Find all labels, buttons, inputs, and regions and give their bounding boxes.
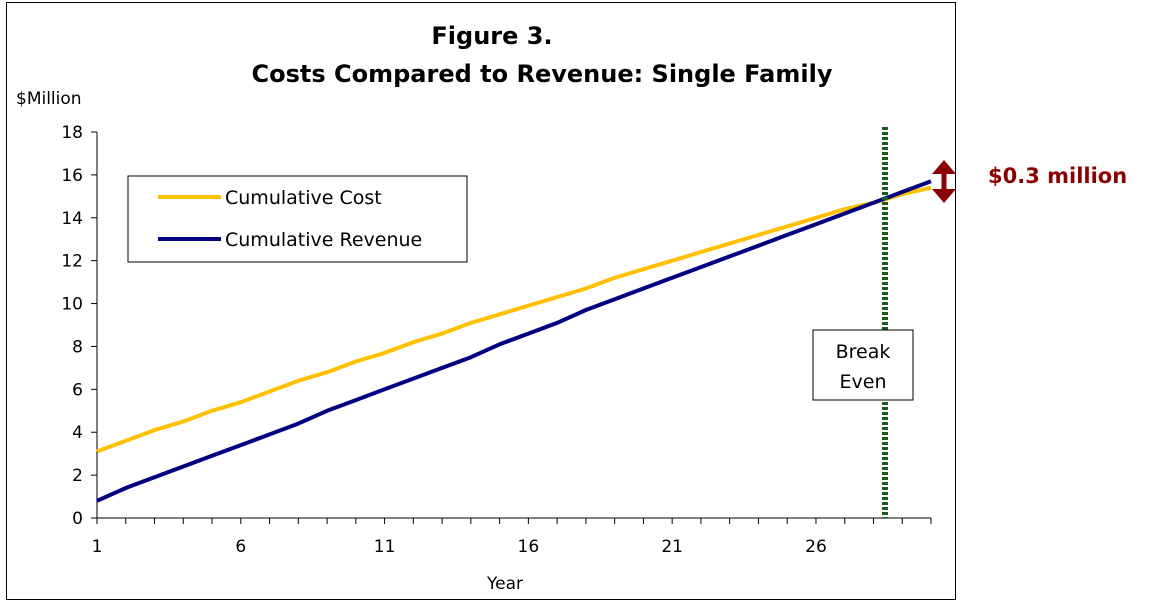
y-axis-label: $Million — [16, 89, 82, 109]
y-tick-label: 8 — [72, 337, 83, 357]
chart-title: Figure 3. — [431, 22, 552, 50]
y-tick-label: 6 — [72, 380, 83, 400]
y-tick-label: 18 — [61, 123, 83, 143]
arrow-head-up-icon — [932, 160, 956, 174]
arrow-head-down-icon — [932, 189, 956, 203]
legend-label-revenue: Cumulative Revenue — [225, 229, 422, 251]
difference-label: $0.3 million — [988, 164, 1127, 188]
x-tick-label: 21 — [661, 537, 683, 557]
x-tick-label: 6 — [235, 537, 246, 557]
chart-frame — [6, 2, 956, 600]
legend-label-cost: Cumulative Cost — [225, 187, 382, 209]
x-tick-label: 16 — [518, 537, 540, 557]
series-group — [96, 179, 932, 503]
break-even-label-line1: Break — [836, 341, 891, 363]
y-tick-label: 4 — [72, 423, 83, 443]
x-tick-label: 26 — [805, 537, 827, 557]
series-line-cost — [96, 185, 932, 454]
y-tick-label: 0 — [72, 509, 83, 529]
break-even-label-line2: Even — [840, 371, 887, 393]
x-tick-label: 11 — [374, 537, 396, 557]
y-tick-label: 2 — [72, 466, 83, 486]
y-tick-label: 12 — [61, 252, 83, 272]
y-tick-label: 10 — [61, 295, 83, 315]
break-even-box: Break Even — [812, 329, 914, 401]
series-line-revenue — [96, 179, 932, 503]
break-even-box-frame — [812, 329, 914, 401]
chart-subtitle: Costs Compared to Revenue: Single Family — [252, 60, 833, 88]
difference-callout: $0.3 million — [932, 160, 1127, 203]
x-axis-label: Year — [486, 574, 523, 594]
y-tick-label: 14 — [61, 209, 83, 229]
legend: Cumulative Cost Cumulative Revenue — [127, 175, 468, 263]
x-tick-label: 1 — [92, 537, 103, 557]
legend-box — [127, 175, 468, 263]
y-tick-label: 16 — [61, 166, 83, 186]
